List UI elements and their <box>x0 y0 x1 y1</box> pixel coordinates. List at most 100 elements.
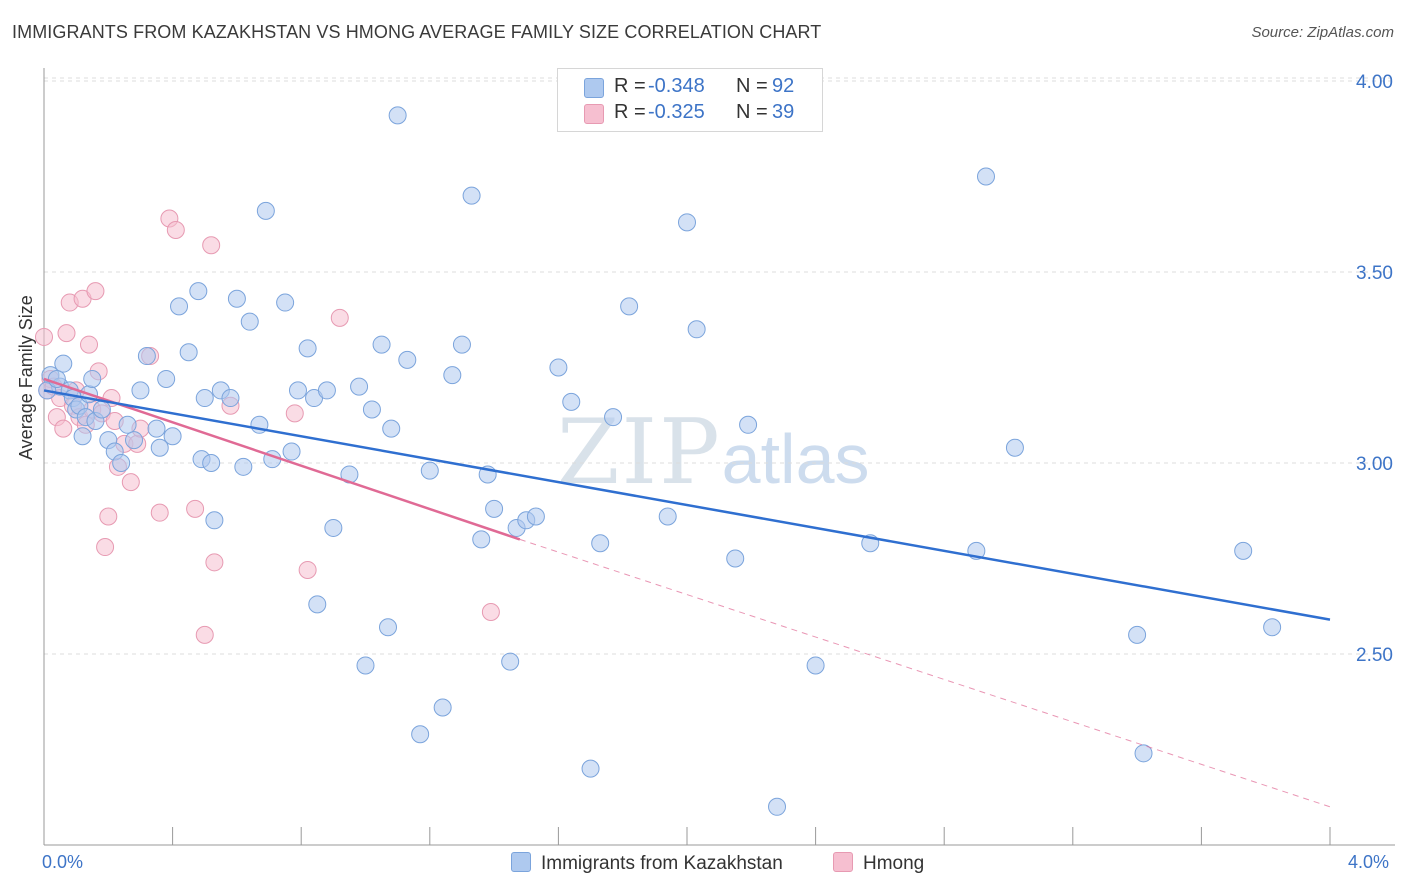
kazakhstan-point <box>118 415 137 434</box>
kazakhstan-point <box>362 400 381 419</box>
kazakhstan-point <box>562 392 581 411</box>
hmong-point <box>166 220 185 239</box>
chart-title: IMMIGRANTS FROM KAZAKHSTAN VS HMONG AVER… <box>12 22 822 42</box>
kazakhstan-point <box>131 381 150 400</box>
kazakhstan-point <box>47 369 66 388</box>
kazakhstan-point <box>806 656 825 675</box>
kazakhstan-point <box>658 507 677 526</box>
kazakhstan-point <box>163 427 182 446</box>
kazakhstan-point <box>501 652 520 671</box>
hmong-point <box>202 236 221 255</box>
kazakhstan-point <box>256 201 275 220</box>
x-tick-max: 4.0% <box>1348 852 1390 872</box>
kazakhstan-point <box>591 534 610 553</box>
kazakhstan-point <box>382 419 401 438</box>
kazakhstan-point <box>195 389 214 408</box>
kazakhstan-point <box>189 282 208 301</box>
kazakhstan-point <box>398 350 417 369</box>
bottom-legend-swatch-blue <box>511 852 531 872</box>
source-label: Source: ZipAtlas.com <box>1251 24 1394 41</box>
bottom-legend-label: Hmong <box>863 853 925 874</box>
kazakhstan-point <box>308 595 327 614</box>
kazakhstan-points <box>38 106 1282 816</box>
kazakhstan-point <box>205 511 224 530</box>
hmong-point <box>330 308 349 327</box>
legend-swatch-pink <box>584 104 604 124</box>
kazakhstan-point <box>1128 625 1147 644</box>
legend-n-label: N = <box>736 101 768 123</box>
kazakhstan-trend-line <box>43 389 1331 621</box>
hmong-point <box>99 507 118 526</box>
kazakhstan-point <box>202 454 221 472</box>
hmong-point <box>195 625 214 644</box>
kazakhstan-point <box>112 454 131 472</box>
hmong-point <box>186 499 205 518</box>
legend-r-label: R = <box>614 101 646 123</box>
bottom-legend-kazakhstan: Immigrants from Kazakhstan <box>511 852 783 875</box>
kazakhstan-point <box>604 408 623 427</box>
kazakhstan-point <box>1134 744 1153 763</box>
kazakhstan-point <box>73 427 92 446</box>
kazakhstan-point <box>526 507 545 526</box>
hmong-point <box>298 560 317 579</box>
kazakhstan-point <box>282 442 301 461</box>
y-tick-label: 3.00 <box>1356 454 1393 475</box>
hmong-point <box>205 553 224 572</box>
hmong-point <box>35 327 53 346</box>
kazakhstan-point <box>420 461 439 480</box>
kazakhstan-point <box>157 369 176 388</box>
kazakhstan-point <box>92 400 111 419</box>
y-tick-label: 2.50 <box>1356 645 1393 666</box>
legend-n-value: 39 <box>772 101 795 123</box>
kazakhstan-point <box>276 293 295 312</box>
kazakhstan-point <box>150 438 169 457</box>
kazakhstan-point <box>620 297 639 316</box>
kazakhstan-point <box>379 618 398 637</box>
kazakhstan-point <box>227 289 246 308</box>
x-tick-min: 0.0% <box>42 852 84 872</box>
hmong-point <box>54 419 73 438</box>
kazakhstan-point <box>1263 618 1282 637</box>
kazakhstan-point <box>298 339 317 358</box>
kazakhstan-point <box>221 389 240 408</box>
kazakhstan-point <box>687 320 706 339</box>
kazakhstan-point <box>324 518 343 537</box>
kazakhstan-point <box>83 369 102 388</box>
kazakhstan-point <box>288 381 307 400</box>
kazakhstan-point <box>147 419 166 438</box>
axes <box>43 68 1395 846</box>
kazakhstan-point <box>976 167 995 186</box>
kazakhstan-point <box>350 377 369 396</box>
kazakhstan-point <box>1005 438 1024 457</box>
kazakhstan-point <box>678 213 696 232</box>
kazakhstan-point <box>411 725 430 744</box>
kazakhstan-point <box>581 759 600 778</box>
y-axis-label: Average Family Size <box>16 295 36 460</box>
legend-n-label: N = <box>736 75 768 97</box>
kazakhstan-point <box>726 549 745 568</box>
hmong-point <box>80 335 99 354</box>
legend: R = -0.348 N = 92 R = -0.325 N = 39 <box>557 68 823 132</box>
kazakhstan-point <box>170 297 189 316</box>
bottom-legend-swatch-pink <box>833 852 853 872</box>
y-tick-labels: 2.50 3.00 3.50 4.00 <box>1356 72 1393 666</box>
kazakhstan-point <box>433 698 452 717</box>
bottom-legend-hmong: Hmong <box>833 852 924 875</box>
kazakhstan-point <box>179 343 198 362</box>
legend-r-label: R = <box>614 75 646 97</box>
hmong-trend-extension <box>519 538 1331 808</box>
kazakhstan-point <box>137 347 156 366</box>
hmong-point <box>150 503 169 522</box>
kazakhstan-point <box>443 366 462 385</box>
kazakhstan-point <box>388 106 407 125</box>
kazakhstan-point <box>125 431 144 450</box>
kazakhstan-point <box>317 381 336 400</box>
trend-lines <box>43 377 1331 808</box>
legend-r-value: -0.348 <box>648 75 705 97</box>
grid <box>44 77 1395 655</box>
kazakhstan-point <box>240 312 259 331</box>
y-tick-label: 4.00 <box>1356 72 1393 93</box>
kazakhstan-point <box>452 335 471 354</box>
hmong-point <box>121 473 140 492</box>
hmong-point <box>57 324 76 343</box>
